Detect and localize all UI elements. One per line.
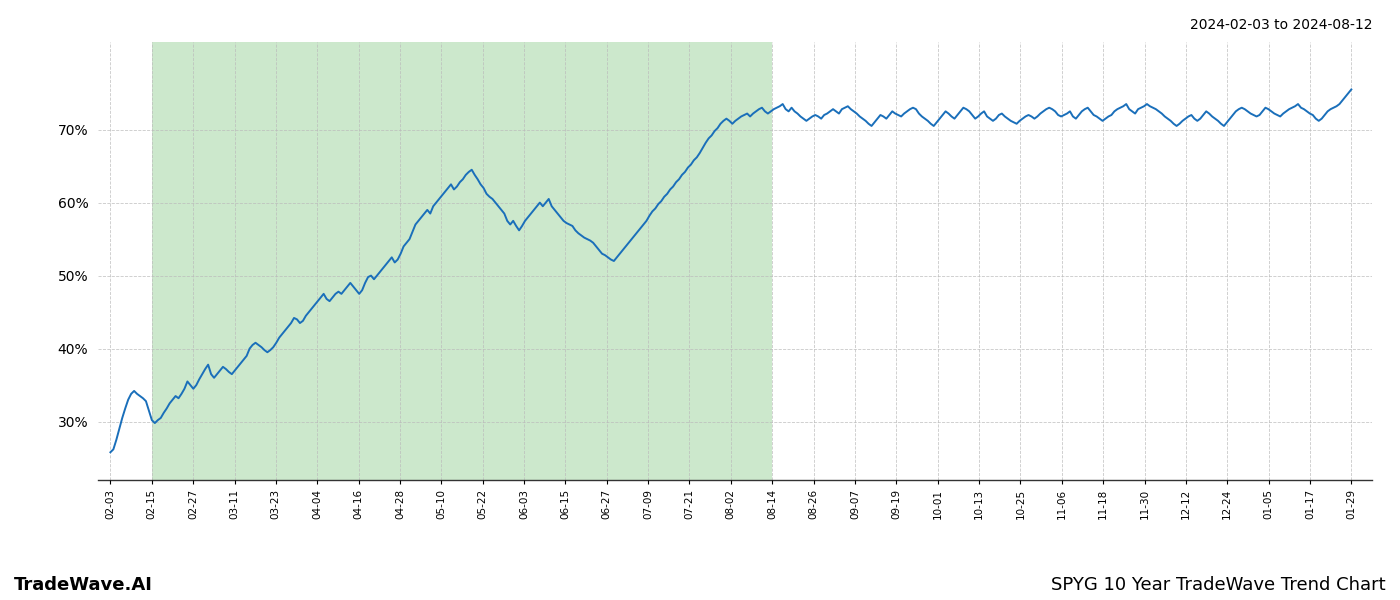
Text: TradeWave.AI: TradeWave.AI <box>14 576 153 594</box>
Bar <box>151 42 773 480</box>
Text: 2024-02-03 to 2024-08-12: 2024-02-03 to 2024-08-12 <box>1190 18 1372 32</box>
Text: SPYG 10 Year TradeWave Trend Chart: SPYG 10 Year TradeWave Trend Chart <box>1051 576 1386 594</box>
